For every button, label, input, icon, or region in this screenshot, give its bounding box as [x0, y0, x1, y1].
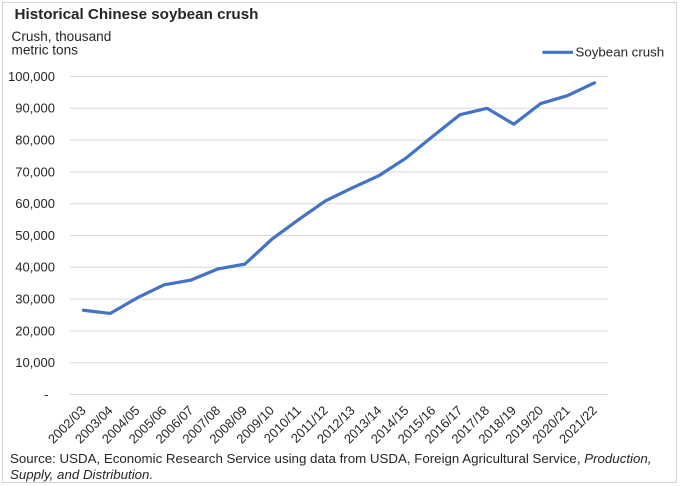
svg-text:70,000: 70,000	[15, 164, 55, 179]
svg-text:Historical Chinese soybean cru: Historical Chinese soybean crush	[15, 6, 259, 23]
svg-text:90,000: 90,000	[15, 101, 55, 116]
svg-text:metric tons: metric tons	[12, 43, 79, 58]
svg-text:100,000: 100,000	[8, 69, 55, 84]
svg-text:40,000: 40,000	[15, 260, 55, 275]
svg-text:60,000: 60,000	[15, 196, 55, 211]
svg-text:Source: USDA, Economic Researc: Source: USDA, Economic Research Service …	[10, 451, 651, 466]
svg-text:30,000: 30,000	[15, 292, 55, 307]
svg-text:80,000: 80,000	[15, 133, 55, 148]
svg-text:Crush, thousand: Crush, thousand	[12, 29, 112, 44]
svg-text:20,000: 20,000	[15, 323, 55, 338]
svg-text:-: -	[44, 387, 48, 402]
svg-text:Soybean crush: Soybean crush	[576, 44, 665, 59]
svg-text:Supply, and Distribution.: Supply, and Distribution.	[10, 467, 153, 482]
svg-text:10,000: 10,000	[15, 355, 55, 370]
svg-text:50,000: 50,000	[15, 228, 55, 243]
